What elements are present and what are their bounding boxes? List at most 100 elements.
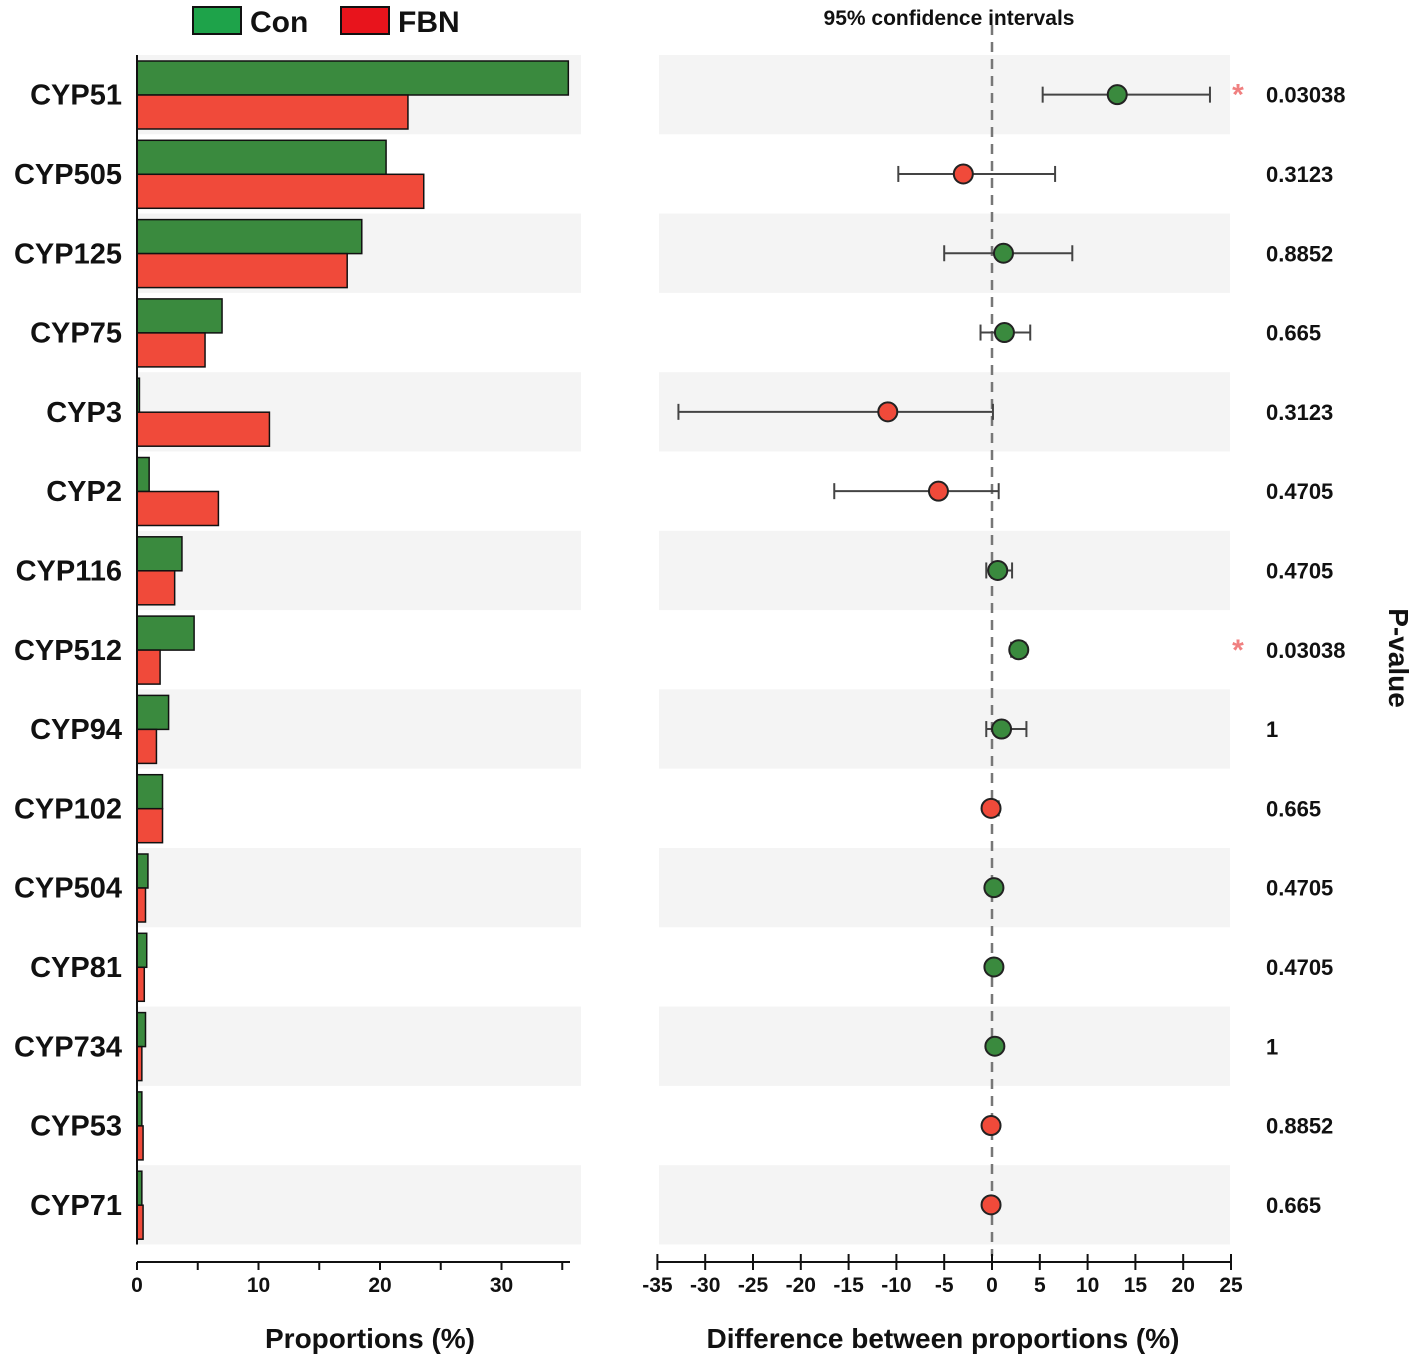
p-value-label: 0.4705 [1266,479,1333,504]
p-value-axis-title: P-value [1383,608,1414,708]
bar-con [136,218,363,255]
ci-estimate-point [980,797,1002,819]
ci-estimate-point [952,163,974,185]
p-value-label: 0.03038 [1266,638,1346,663]
row-band-left [137,1165,581,1245]
category-label: CYP505 [14,159,122,191]
bar-con [136,615,195,651]
difference-tick-label: 20 [1172,1274,1195,1297]
proportions-tick-label: 30 [490,1274,513,1297]
legend-con-label: Con [250,6,308,39]
difference-tick-label: -25 [738,1274,769,1297]
bar-fbn [136,570,176,606]
bar-con [136,853,149,889]
ci-estimate-point [1008,639,1030,661]
ci-estimate-point [984,1035,1006,1057]
bar-fbn [136,490,220,527]
category-label: CYP51 [30,80,122,112]
bar-con [136,1011,147,1048]
ci-estimate-point [983,956,1005,978]
ci-estimate-point [877,401,899,423]
ci-estimate-point [993,322,1015,344]
ci-estimate-point [987,559,1009,581]
legend-con-swatch [192,6,242,35]
row-band-right [659,689,1230,769]
difference-tick-label: 15 [1124,1274,1148,1297]
category-label: CYP2 [46,476,122,508]
difference-tick-label: -35 [642,1274,673,1297]
p-value-label: 0.665 [1266,321,1321,346]
bar-fbn [136,94,409,130]
bar-con [136,694,170,731]
difference-tick-label: -15 [833,1274,864,1297]
bar-fbn [136,332,206,368]
difference-tick-label: 0 [986,1274,998,1297]
ci-estimate-point [991,718,1013,740]
row-band-right [659,530,1230,611]
bar-fbn [136,252,348,289]
p-value-label: 0.8852 [1266,241,1333,266]
legend: Con FBN [192,6,460,39]
p-value-label: 1 [1266,717,1278,742]
p-value-label: 0.03038 [1266,83,1346,108]
p-value-label: 0.665 [1266,1193,1321,1218]
difference-tick-label: -30 [690,1274,720,1297]
proportions-tick-label: 20 [368,1274,391,1297]
category-label: CYP102 [14,793,122,825]
p-value-label: 0.665 [1266,796,1321,821]
difference-tick-label: -20 [786,1274,816,1297]
significance-star: * [1232,79,1244,112]
proportions-axis-title: Proportions (%) [265,1323,475,1354]
p-value-label: 0.4705 [1266,955,1333,980]
difference-tick-label: 5 [1034,1274,1046,1297]
row-band-left [137,530,581,611]
ci-estimate-point [927,480,949,502]
row-band-right [659,848,1230,928]
legend-fbn-swatch [340,6,390,35]
difference-panel: 0.03038 * 0.3123 0.8852 0.665 0.3123 0.4705 0.4… [642,25,1346,1297]
category-label: CYP125 [14,238,122,270]
bar-fbn [136,807,164,844]
category-label: CYP734 [14,1031,122,1063]
legend-fbn-label: FBN [398,6,460,39]
bar-con [136,536,183,572]
category-label: CYP116 [16,555,122,587]
bar-con [136,932,148,969]
row-band-left [137,848,581,928]
category-label: CYP504 [14,873,122,905]
p-value-label: 0.3123 [1266,162,1333,187]
category-label: CYP3 [46,397,122,429]
proportions-tick-label: 10 [247,1274,270,1297]
category-label: CYP94 [30,714,122,746]
bar-con [136,773,164,810]
ci-estimate-point [983,877,1005,899]
bar-fbn [136,728,158,765]
p-value-label: 0.4705 [1266,876,1333,901]
difference-tick-label: 25 [1219,1274,1243,1297]
p-value-label: 1 [1266,1034,1278,1059]
bar-con [136,456,150,493]
category-label: CYP81 [30,952,122,984]
bar-fbn [136,649,161,685]
row-band-right [659,1006,1230,1086]
row-band-left [137,1006,581,1086]
difference-tick-label: -5 [935,1274,954,1297]
bar-con [136,60,570,96]
category-label: CYP53 [30,1111,122,1143]
bar-fbn [136,966,146,1003]
category-label: CYP71 [30,1190,122,1222]
p-value-label: 0.4705 [1266,558,1333,583]
bar-fbn [136,887,147,923]
proportions-tick-label: 0 [131,1274,143,1297]
significance-star: * [1232,634,1244,667]
p-value-label: 0.3123 [1266,400,1333,425]
bar-con [136,139,387,176]
bar-fbn [136,411,271,447]
ci-estimate-point [980,1115,1002,1137]
row-band-right [659,1165,1230,1245]
difference-tick-label: -10 [881,1274,911,1297]
difference-tick-label: 10 [1076,1274,1099,1297]
ci-estimate-point [1106,84,1128,106]
